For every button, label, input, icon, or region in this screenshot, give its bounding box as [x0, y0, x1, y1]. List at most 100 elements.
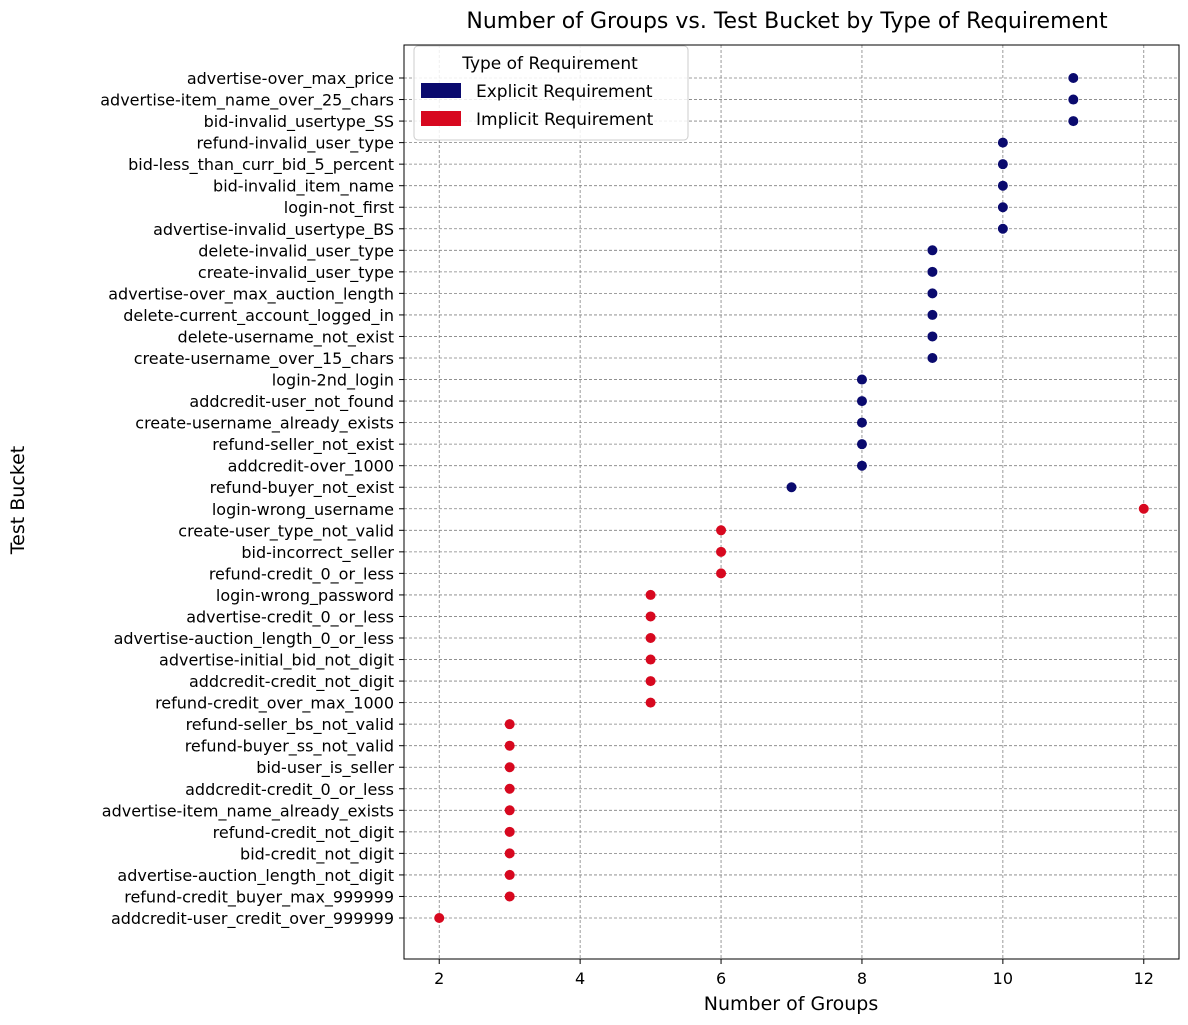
scatter-point [716, 546, 727, 557]
scatter-point [927, 266, 938, 277]
scatter-point [504, 848, 515, 859]
scatter-point [856, 374, 867, 385]
y-tick-label: refund-credit_0_or_less [209, 564, 394, 584]
y-tick-label: create-username_already_exists [135, 414, 394, 434]
y-tick-label: refund-credit_not_digit [213, 823, 394, 843]
scatter-point [856, 460, 867, 471]
y-tick-label: login-not_first [284, 198, 394, 218]
y-tick-label: advertise-initial_bid_not_digit [159, 651, 394, 671]
chart-title: Number of Groups vs. Test Bucket by Type… [466, 9, 1108, 34]
scatter-point [645, 611, 656, 622]
scatter-point [786, 482, 797, 493]
scatter-point [856, 439, 867, 450]
x-tick-label: 12 [1134, 969, 1154, 988]
grid-lines [404, 45, 1179, 959]
scatter-point [645, 697, 656, 708]
scatter-point [1068, 73, 1079, 83]
y-tick-label: login-wrong_username [212, 500, 394, 520]
scatter-point [997, 137, 1008, 148]
scatter-point [645, 654, 656, 665]
y-tick-label: refund-credit_over_max_1000 [155, 694, 394, 714]
y-tick-label: advertise-over_max_auction_length [108, 284, 394, 304]
legend-entry-label: Explicit Requirement [476, 82, 653, 102]
y-tick-label: advertise-credit_0_or_less [186, 607, 394, 627]
legend: Type of Requirement Explicit Requirement… [413, 45, 689, 141]
scatter-point [927, 309, 938, 320]
scatter-point [504, 826, 515, 837]
data-points [434, 73, 1149, 923]
legend-swatch [421, 111, 461, 126]
y-tick-label: addcredit-over_1000 [228, 457, 394, 477]
y-tick-label: advertise-auction_length_not_digit [117, 866, 394, 886]
x-axis-ticks: 2 4 6 8 10 12 [434, 959, 1154, 988]
scatter-point [645, 633, 656, 643]
scatter-point [716, 525, 727, 536]
scatter-point [504, 719, 515, 730]
x-tick-label: 10 [993, 969, 1013, 988]
y-tick-label: advertise-invalid_usertype_BS [153, 220, 394, 240]
y-tick-label: refund-seller_bs_not_valid [186, 715, 394, 735]
x-tick-label: 8 [857, 969, 867, 988]
x-tick-label: 6 [716, 969, 726, 988]
scatter-point [434, 913, 445, 923]
legend-entry-label: Implicit Requirement [476, 110, 654, 130]
scatter-point [997, 180, 1008, 191]
y-tick-label: login-2nd_login [272, 371, 394, 391]
legend-box [413, 45, 689, 141]
y-tick-label: bid-invalid_item_name [213, 177, 394, 197]
y-tick-label: advertise-item_name_already_exists [102, 801, 394, 821]
scatter-point [504, 891, 515, 902]
scatter-point [856, 417, 867, 428]
y-tick-label: refund-seller_not_exist [212, 435, 394, 455]
scatter-point [856, 396, 867, 407]
y-tick-label: addcredit-user_credit_over_999999 [111, 909, 394, 929]
y-tick-label: advertise-over_max_price [187, 69, 394, 89]
y-tick-label: addcredit-credit_0_or_less [185, 780, 394, 800]
y-tick-label: advertise-item_name_over_25_chars [100, 91, 394, 111]
scatter-point [504, 869, 515, 880]
y-tick-label: bid-credit_not_digit [240, 844, 394, 864]
y-tick-label: advertise-auction_length_0_or_less [114, 629, 394, 649]
y-tick-label: delete-username_not_exist [178, 327, 394, 347]
x-tick-label: 2 [434, 969, 444, 988]
scatter-point [504, 740, 515, 751]
scatter-point [1138, 503, 1149, 514]
y-tick-label: create-invalid_user_type [198, 263, 394, 283]
scatter-point [927, 353, 938, 363]
scatter-point [927, 331, 938, 342]
y-tick-label: addcredit-user_not_found [189, 392, 394, 412]
scatter-point [645, 676, 656, 687]
y-tick-label: refund-buyer_not_exist [210, 478, 394, 498]
scatter-point [504, 783, 515, 794]
x-axis-label: Number of Groups [704, 993, 878, 1015]
scatter-point [997, 159, 1008, 170]
y-tick-label: bid-invalid_usertype_SS [204, 112, 394, 132]
y-tick-label: create-user_type_not_valid [178, 521, 394, 541]
legend-title: Type of Requirement [461, 54, 638, 74]
y-tick-label: bid-incorrect_seller [241, 543, 394, 563]
scatter-point [997, 202, 1008, 213]
y-tick-label: delete-invalid_user_type [198, 241, 394, 261]
y-tick-label: refund-invalid_user_type [197, 134, 394, 154]
y-tick-label: login-wrong_password [216, 586, 394, 606]
x-tick-label: 4 [575, 969, 585, 988]
plot-area-frame [403, 44, 1180, 960]
y-axis-label: Test Bucket [7, 446, 29, 555]
y-tick-label: create-username_over_15_chars [134, 349, 394, 369]
y-axis-ticks: advertise-over_max_priceadvertise-item_n… [100, 69, 404, 929]
scatter-point [504, 762, 515, 773]
scatter-point [927, 245, 938, 256]
y-tick-label: bid-user_is_seller [256, 758, 394, 778]
y-tick-label: addcredit-credit_not_digit [189, 672, 394, 692]
y-tick-label: refund-buyer_ss_not_valid [185, 737, 394, 757]
scatter-point [716, 568, 727, 579]
scatter-point [927, 288, 938, 299]
scatter-point [1068, 116, 1079, 127]
legend-swatch [421, 83, 461, 98]
scatter-point [645, 589, 656, 600]
y-tick-label: refund-credit_buyer_max_999999 [124, 887, 394, 907]
scatter-point [504, 805, 515, 816]
scatter-point [1068, 94, 1079, 105]
y-tick-label: bid-less_than_curr_bid_5_percent [128, 155, 394, 175]
